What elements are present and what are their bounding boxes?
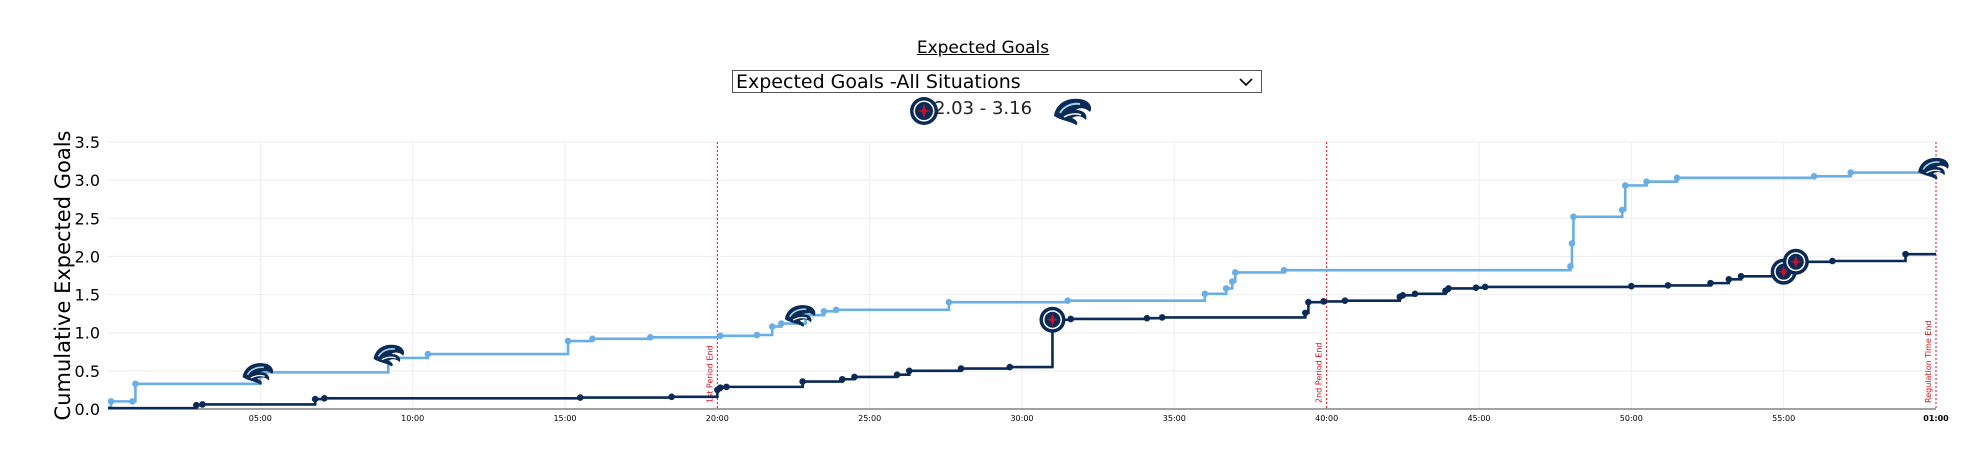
away-shot-point bbox=[832, 306, 840, 314]
home-shot-point bbox=[1445, 285, 1452, 292]
home-shot-point bbox=[717, 384, 724, 391]
home-shot-point bbox=[1320, 298, 1327, 305]
y-tick-label: 2.5 bbox=[75, 209, 100, 228]
x-tick-label: 35:00 bbox=[1163, 414, 1186, 423]
home-shot-point bbox=[576, 394, 584, 401]
home-shot-point bbox=[1664, 282, 1672, 289]
home-shot-point bbox=[905, 367, 913, 375]
y-tick-label: 3.5 bbox=[75, 133, 100, 152]
period-end-label: 2nd Period End bbox=[1315, 343, 1324, 403]
away-shot-point bbox=[820, 308, 828, 315]
x-tick-label: 20:00 bbox=[706, 414, 729, 423]
x-tick-label: 30:00 bbox=[1010, 414, 1033, 423]
home-shot-point bbox=[1472, 284, 1480, 292]
away-shot-point bbox=[1570, 213, 1577, 221]
away-shot-point bbox=[753, 331, 761, 339]
away-goal-marker bbox=[1918, 157, 1949, 180]
away-shot-point bbox=[1643, 178, 1650, 185]
home-shot-point bbox=[311, 395, 319, 403]
away-shot-point bbox=[647, 333, 654, 341]
away-shot-point bbox=[129, 398, 136, 405]
x-tick-label: 45:00 bbox=[1467, 414, 1490, 423]
away-shot-point bbox=[1228, 278, 1236, 285]
period-end-label: 1st Period End bbox=[705, 345, 714, 403]
home-shot-point bbox=[957, 365, 965, 372]
home-shot-point bbox=[1143, 314, 1151, 322]
away-shot-point bbox=[589, 335, 596, 343]
y-tick-label: 1.5 bbox=[75, 286, 100, 305]
home-shot-point bbox=[1737, 272, 1745, 280]
y-tick-label: 1.0 bbox=[75, 324, 100, 343]
y-tick-label: 2.0 bbox=[75, 247, 100, 266]
home-shot-point bbox=[1481, 283, 1489, 291]
x-tick-label: 10:00 bbox=[401, 414, 424, 423]
home-shot-point bbox=[1725, 276, 1733, 283]
y-axis-label: Cumulative Expected Goals bbox=[51, 131, 75, 421]
x-tick-label: 25:00 bbox=[858, 414, 881, 423]
situation-dropdown-value: Expected Goals -All Situations bbox=[736, 70, 1021, 93]
away-shot-point bbox=[768, 323, 776, 330]
home-shot-point bbox=[1399, 292, 1407, 299]
home-shot-point bbox=[851, 373, 858, 381]
home-shot-point bbox=[1302, 309, 1309, 317]
kraken-logo-icon bbox=[1054, 98, 1092, 125]
away-goal-marker bbox=[242, 363, 274, 385]
home-shot-point bbox=[1158, 314, 1166, 321]
home-shot-point bbox=[193, 401, 200, 409]
chart-title: Expected Goals bbox=[916, 38, 1050, 58]
away-shot-point bbox=[1847, 169, 1854, 176]
x-tick-label: 01:00 bbox=[1923, 414, 1949, 423]
y-tick-label: 3.0 bbox=[75, 171, 100, 190]
x-tick-label: 15:00 bbox=[553, 414, 576, 423]
x-tick-label: 05:00 bbox=[249, 414, 272, 423]
home-shot-point bbox=[1829, 257, 1836, 265]
away-goal-marker bbox=[373, 344, 405, 367]
away-shot-point bbox=[1222, 285, 1230, 292]
away-shot-point bbox=[1201, 290, 1209, 298]
home-shot-point bbox=[1305, 298, 1312, 306]
away-goal-marker bbox=[784, 305, 816, 327]
score-readout: 2.03 - 3.16 bbox=[933, 98, 1033, 119]
away-shot-point bbox=[1231, 269, 1239, 276]
away-shot-point bbox=[1568, 240, 1576, 247]
period-end-label: Regulation Time End bbox=[1924, 320, 1933, 403]
x-tick-label: 50:00 bbox=[1620, 414, 1643, 423]
away-shot-point bbox=[1280, 266, 1288, 274]
away-shot-point bbox=[107, 398, 115, 405]
home-shot-point bbox=[1341, 297, 1349, 304]
y-tick-label: 0.5 bbox=[75, 362, 100, 381]
home-shot-point bbox=[1707, 279, 1714, 287]
chevron-down-icon bbox=[1239, 78, 1253, 87]
away-shot-point bbox=[1064, 297, 1071, 304]
away-shot-point bbox=[564, 337, 572, 345]
away-shot-point bbox=[1673, 174, 1681, 182]
jets-logo-icon bbox=[910, 97, 938, 125]
x-tick-label: 55:00 bbox=[1772, 414, 1795, 423]
home-shot-point bbox=[1902, 250, 1909, 258]
home-shot-point bbox=[1411, 290, 1419, 298]
home-shot-point bbox=[668, 393, 675, 401]
home-shot-point bbox=[321, 395, 328, 402]
away-shot-point bbox=[717, 332, 724, 340]
home-shot-point bbox=[893, 371, 901, 378]
away-shot-point bbox=[1567, 263, 1574, 270]
away-shot-point bbox=[945, 298, 953, 306]
home-shot-point bbox=[723, 383, 730, 391]
situation-dropdown[interactable]: Expected Goals -All Situations bbox=[732, 70, 1262, 93]
home-shot-point bbox=[1006, 363, 1014, 371]
away-shot-point bbox=[132, 380, 139, 388]
away-shot-point bbox=[1810, 173, 1818, 180]
y-tick-label: 0.0 bbox=[75, 400, 100, 419]
home-shot-point bbox=[799, 378, 806, 385]
away-shot-point bbox=[778, 320, 785, 327]
home-shot-point bbox=[1628, 282, 1635, 290]
home-shot-point bbox=[199, 401, 206, 408]
home-shot-point bbox=[838, 375, 846, 383]
home-shot-point bbox=[1067, 315, 1075, 323]
x-tick-label: 40:00 bbox=[1315, 414, 1338, 423]
away-shot-point bbox=[424, 350, 432, 358]
away-shot-point bbox=[1621, 182, 1629, 189]
away-shot-point bbox=[1618, 206, 1626, 214]
